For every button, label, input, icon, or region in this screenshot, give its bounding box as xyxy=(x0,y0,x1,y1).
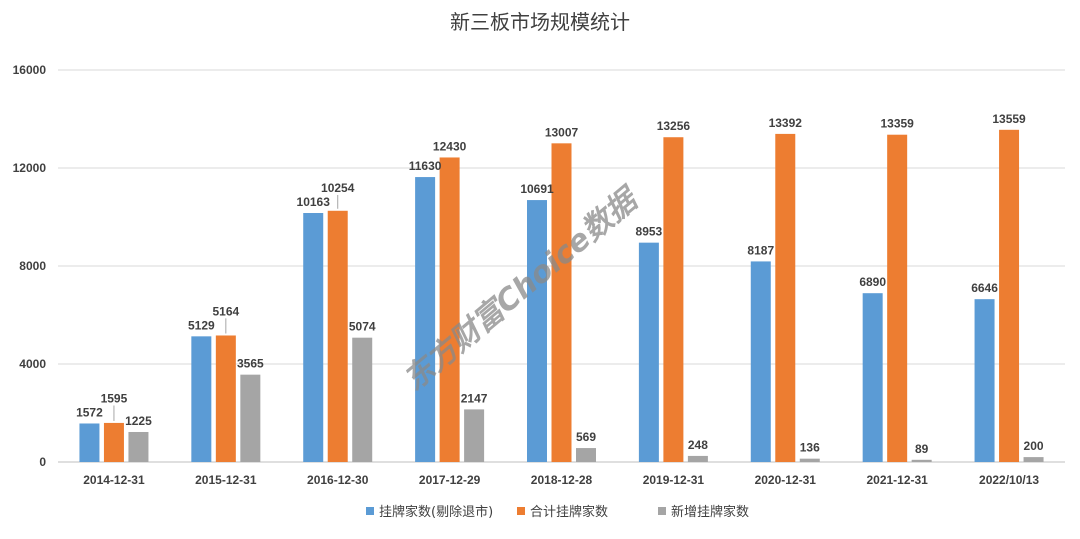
bar xyxy=(663,137,684,462)
x-tick-label: 2019-12-31 xyxy=(643,473,705,487)
y-tick-label: 8000 xyxy=(19,259,46,273)
bar xyxy=(750,261,771,462)
bar xyxy=(887,134,908,462)
data-label: 6646 xyxy=(971,281,998,295)
bar xyxy=(191,336,212,462)
data-label: 13392 xyxy=(769,116,803,130)
data-label: 6890 xyxy=(859,275,886,289)
bar xyxy=(79,423,100,462)
y-tick-label: 0 xyxy=(39,455,46,469)
data-label: 569 xyxy=(576,430,596,444)
x-tick-label: 2014-12-31 xyxy=(83,473,145,487)
bar xyxy=(576,448,596,462)
data-label: 2147 xyxy=(461,391,488,405)
data-label: 5074 xyxy=(349,320,376,334)
y-tick-label: 16000 xyxy=(13,63,47,77)
data-label: 13559 xyxy=(992,112,1026,126)
bar xyxy=(687,455,708,462)
data-label: 13256 xyxy=(657,119,691,133)
data-label: 5129 xyxy=(188,318,215,332)
data-label: 10254 xyxy=(321,181,355,195)
bar xyxy=(352,337,373,462)
data-label: 13007 xyxy=(545,125,579,139)
data-label: 10163 xyxy=(297,195,331,209)
x-tick-label: 2021-12-31 xyxy=(866,473,928,487)
bar xyxy=(439,157,460,462)
bar xyxy=(103,422,124,462)
bar xyxy=(638,242,659,462)
chart-title: 新三板市场规模统计 xyxy=(450,10,630,34)
bar xyxy=(415,177,436,462)
data-label: 8953 xyxy=(636,225,663,239)
legend-swatch xyxy=(658,507,666,515)
bar xyxy=(551,143,572,463)
bar xyxy=(128,431,149,462)
x-tick-label: 2022/10/13 xyxy=(979,473,1039,487)
x-tick-label: 2015-12-31 xyxy=(195,473,257,487)
bar xyxy=(862,293,883,462)
legend-swatch xyxy=(366,507,374,515)
bar xyxy=(527,200,547,462)
data-label: 89 xyxy=(915,442,929,456)
x-tick-label: 2018-12-28 xyxy=(531,473,593,487)
data-label: 13359 xyxy=(880,117,914,131)
bar xyxy=(775,133,796,462)
data-label: 1572 xyxy=(76,405,103,419)
legend-swatch xyxy=(517,507,525,515)
data-label: 1225 xyxy=(125,414,152,428)
data-label: 12430 xyxy=(433,139,467,153)
data-label: 248 xyxy=(688,438,708,452)
legend-label: 合计挂牌家数 xyxy=(530,504,608,520)
data-label: 3565 xyxy=(237,357,264,371)
bar xyxy=(327,210,348,462)
legend-label: 挂牌家数(剔除退市) xyxy=(379,504,493,520)
bar xyxy=(799,458,820,462)
x-tick-label: 2017-12-29 xyxy=(419,473,481,487)
x-tick-label: 2020-12-31 xyxy=(755,473,817,487)
y-tick-label: 4000 xyxy=(19,357,46,371)
bar xyxy=(974,299,995,462)
data-label: 8187 xyxy=(747,243,774,257)
data-label: 10691 xyxy=(520,182,554,196)
legend-label: 新增挂牌家数 xyxy=(671,504,749,520)
bar xyxy=(215,335,236,462)
x-tick-label: 2016-12-30 xyxy=(307,473,369,487)
data-label: 5164 xyxy=(212,304,239,318)
data-label: 136 xyxy=(800,441,820,455)
bar xyxy=(464,409,485,462)
bar xyxy=(999,129,1020,462)
y-tick-label: 12000 xyxy=(13,161,47,175)
bar xyxy=(303,213,324,462)
bar xyxy=(240,374,261,462)
bar xyxy=(1023,457,1044,462)
data-label: 1595 xyxy=(101,391,128,405)
data-label: 200 xyxy=(1024,439,1044,453)
data-label: 11630 xyxy=(409,159,442,173)
bar xyxy=(911,459,932,462)
